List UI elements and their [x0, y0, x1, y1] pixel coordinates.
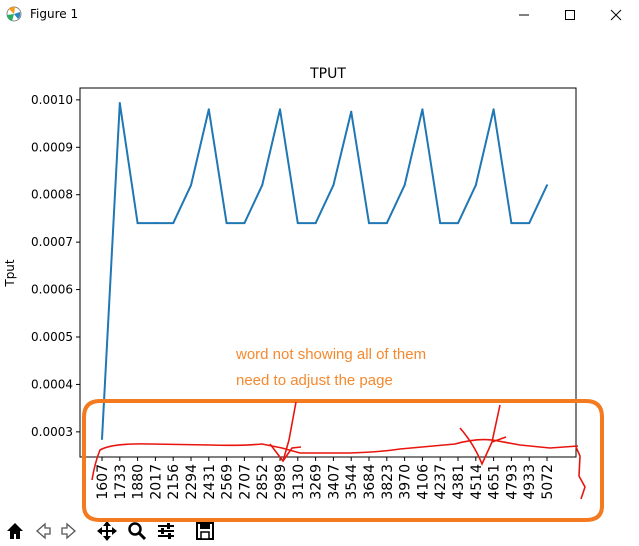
data-point — [528, 222, 531, 225]
data-point — [225, 222, 228, 225]
data-point — [368, 222, 370, 225]
zoom-button[interactable] — [126, 519, 148, 543]
annotation-line-1: word not showing all of them — [236, 346, 427, 363]
configure-subplots-icon — [158, 523, 174, 539]
x-tick-label: 2431 — [202, 464, 218, 500]
data-point — [385, 222, 388, 225]
zoom-icon — [128, 522, 147, 541]
home-button[interactable] — [4, 519, 26, 543]
chart-title: TPUT — [309, 66, 346, 82]
x-tick-label: 4793 — [504, 464, 520, 500]
close-icon — [610, 9, 622, 21]
data-point — [510, 222, 513, 225]
back-button[interactable] — [32, 519, 54, 543]
window-title: Figure 1 — [30, 7, 79, 21]
x-tick-label: 2852 — [255, 464, 271, 500]
x-tick-label: 2989 — [273, 464, 289, 500]
data-point — [172, 222, 175, 225]
y-tick-label: 0.0004 — [31, 377, 73, 391]
data-point — [403, 184, 406, 187]
pan-button[interactable] — [96, 519, 118, 543]
figure-canvas[interactable]: TPUT Tput 0.0003 0.0004 0.0005 0.0006 0.0007… — [0, 30, 639, 517]
y-tick-label: 0.0005 — [31, 330, 73, 344]
y-tick-label: 0.0008 — [31, 188, 73, 202]
data-point — [190, 184, 192, 187]
data-point — [332, 184, 335, 187]
data-point — [154, 222, 157, 225]
save-button[interactable] — [194, 519, 216, 543]
data-point — [457, 222, 459, 225]
x-tick-label: 3544 — [344, 464, 360, 500]
y-tick-label: 0.0003 — [31, 425, 73, 439]
maximize-icon — [565, 10, 575, 20]
back-icon — [36, 522, 51, 540]
data-point — [314, 222, 317, 225]
data-point — [492, 108, 495, 111]
data-point — [261, 184, 264, 187]
y-axis-label: Tput — [3, 259, 17, 288]
maximize-button[interactable] — [547, 0, 593, 30]
x-tick-label: 2294 — [184, 464, 200, 500]
x-tick-label: 2569 — [220, 464, 236, 500]
x-tick-label: 3130 — [291, 464, 307, 500]
x-tick-label: 4381 — [451, 464, 467, 500]
annotation-line-2: need to adjust the page — [236, 372, 393, 389]
data-point — [421, 108, 424, 111]
y-tick-label: 0.0010 — [31, 93, 73, 107]
series-line — [101, 102, 548, 440]
y-tick-label: 0.0007 — [31, 235, 73, 249]
data-point — [101, 437, 103, 440]
home-icon — [7, 523, 23, 539]
y-axis: 0.0003 0.0004 0.0005 0.0006 0.0007 0.0008 0.00… — [31, 93, 80, 439]
x-tick-label: 2017 — [148, 464, 164, 500]
data-point — [243, 222, 246, 225]
x-tick-label: 4651 — [487, 464, 503, 500]
x-tick-label: 1733 — [113, 464, 129, 500]
x-tick-label: 1880 — [131, 464, 147, 500]
x-tick-label: 4106 — [415, 464, 431, 500]
x-tick-label: 2156 — [166, 464, 182, 500]
forward-icon — [61, 522, 76, 540]
x-tick-label: 1607 — [95, 464, 111, 500]
minimize-icon — [519, 14, 529, 16]
x-tick-label: 3407 — [326, 464, 342, 500]
data-point — [279, 108, 281, 111]
data-point — [439, 222, 442, 225]
matplotlib-logo-icon — [6, 6, 22, 22]
x-tick-label: 3970 — [398, 464, 414, 500]
configure-subplots-button[interactable] — [155, 519, 177, 543]
y-tick-label: 0.0009 — [31, 140, 73, 154]
pan-icon — [97, 521, 117, 541]
data-point — [296, 222, 299, 225]
x-tick-label: 3684 — [362, 464, 378, 500]
data-point — [546, 184, 548, 187]
data-point — [136, 222, 139, 225]
close-button[interactable] — [593, 0, 639, 30]
navigation-toolbar — [0, 517, 639, 546]
data-point — [118, 102, 121, 105]
x-tick-label: 3823 — [380, 464, 396, 500]
plot-area — [79, 87, 577, 458]
y-tick-label: 0.0006 — [31, 283, 73, 297]
x-tick-label: 5072 — [540, 464, 556, 500]
data-point — [350, 110, 353, 113]
data-point — [474, 184, 477, 187]
save-icon — [196, 522, 214, 540]
x-tick-label: 4933 — [522, 464, 538, 500]
minimize-button[interactable] — [501, 0, 547, 30]
window-titlebar: Figure 1 — [0, 0, 639, 30]
x-tick-label: 4237 — [433, 464, 449, 500]
x-axis: 1607 1733 1880 2017 2156 2294 2431 2569 2707 2852… — [95, 457, 556, 500]
forward-button[interactable] — [58, 519, 80, 543]
data-point — [207, 108, 210, 111]
x-tick-label: 2707 — [237, 464, 253, 500]
x-tick-label: 3269 — [309, 464, 325, 500]
x-tick-label: 4514 — [469, 464, 485, 500]
